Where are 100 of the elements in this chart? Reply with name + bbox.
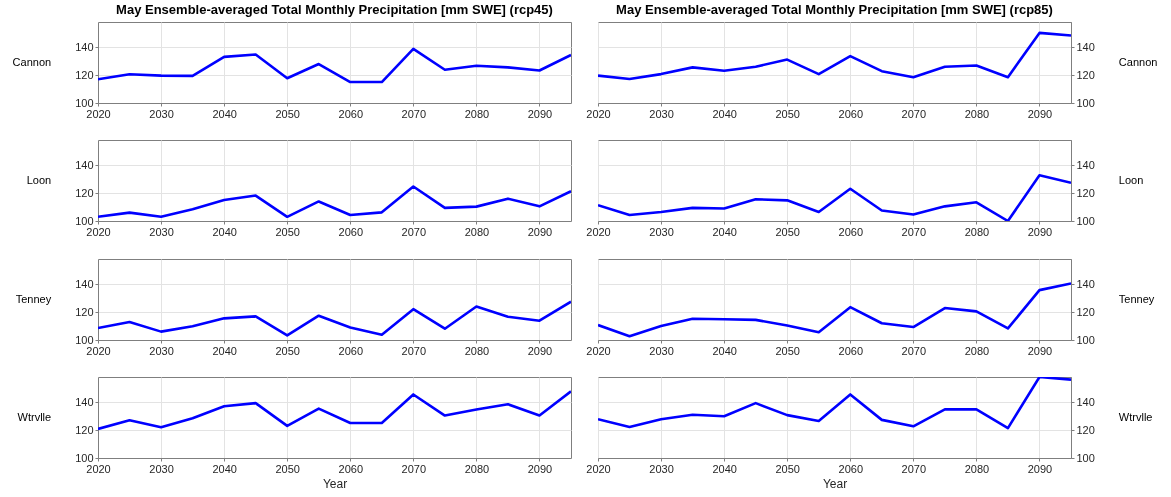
x-tick-label: 2070 <box>901 107 927 120</box>
y-axis-title: Cannon <box>12 56 52 68</box>
x-tick-label: 2030 <box>149 225 174 238</box>
x-tick-label: 2040 <box>212 225 237 238</box>
y-tick-label: 140 <box>75 40 94 53</box>
y2-tick-label: 100 <box>1076 333 1095 346</box>
line-series <box>98 389 571 431</box>
x-tick-label: 2040 <box>712 225 737 238</box>
y2-tick-label: 100 <box>1076 96 1095 109</box>
x-tick-label: 2050 <box>775 344 800 357</box>
x-tick-label: 2020 <box>86 225 111 238</box>
x-tick-label: 2030 <box>149 462 174 475</box>
x-tick-label: 2070 <box>901 225 927 238</box>
x-tick-label: 2020 <box>586 107 611 120</box>
x-tick-label: 2070 <box>401 107 427 120</box>
x-tick-label: 2020 <box>586 225 611 238</box>
x-tick-label: 2040 <box>212 462 237 475</box>
x-tick-label: 2030 <box>149 344 174 357</box>
x-tick-label: 2040 <box>712 344 737 357</box>
x-tick-label: 2030 <box>649 225 674 238</box>
x-tick-label: 2050 <box>775 107 800 120</box>
x-tick-label: 2080 <box>464 107 490 120</box>
y2-tick-label: 120 <box>1076 423 1095 436</box>
x-tick-label: 2090 <box>527 462 553 475</box>
line-series <box>98 185 571 219</box>
y-axis-title: Loon <box>26 174 52 187</box>
x-tick-label: 2020 <box>86 344 111 357</box>
x-tick-label: 2050 <box>775 225 800 238</box>
line-series <box>98 47 571 84</box>
y2-tick-label: 100 <box>1076 214 1095 227</box>
x-tick-label: 2090 <box>1027 344 1053 357</box>
x-tick-label: 2070 <box>401 225 427 238</box>
x-tick-label: 2060 <box>838 462 864 475</box>
y-tick-label: 100 <box>75 333 94 346</box>
x-tick-label: 2020 <box>586 462 611 475</box>
x-axis-title: Year <box>822 476 848 491</box>
y-tick-label: 140 <box>75 158 94 171</box>
x-tick-label: 2030 <box>649 107 674 120</box>
y-tick-label: 120 <box>75 305 94 318</box>
y-axis-title: Wtrvlle <box>17 410 52 423</box>
chart-title: May Ensemble-averaged Total Monthly Precipitation [mm SWE] (rcp85) <box>616 2 1053 17</box>
y2-tick-label: 140 <box>1076 395 1095 408</box>
x-axis-title: Year <box>322 476 348 491</box>
y2-tick-label: 120 <box>1076 305 1095 318</box>
x-tick-label: 2020 <box>86 462 111 475</box>
x-tick-label: 2040 <box>712 107 737 120</box>
x-tick-label: 2020 <box>586 344 611 357</box>
x-tick-label: 2080 <box>964 225 990 238</box>
y2-tick-label: 140 <box>1076 277 1095 290</box>
y-tick-label: 100 <box>75 214 94 227</box>
y2-tick-label: 100 <box>1076 451 1095 464</box>
x-tick-label: 2090 <box>527 225 553 238</box>
x-tick-label: 2060 <box>338 462 364 475</box>
y2-tick-label: 120 <box>1076 68 1095 81</box>
x-tick-label: 2020 <box>86 107 111 120</box>
x-tick-label: 2080 <box>464 225 490 238</box>
x-tick-label: 2060 <box>838 107 864 120</box>
x-tick-label: 2040 <box>712 462 737 475</box>
x-tick-label: 2050 <box>275 225 300 238</box>
x-tick-label: 2090 <box>1027 107 1053 120</box>
x-tick-label: 2080 <box>464 462 490 475</box>
x-tick-label: 2090 <box>527 107 553 120</box>
x-tick-label: 2080 <box>464 344 490 357</box>
x-tick-label: 2070 <box>401 462 427 475</box>
x-tick-label: 2050 <box>275 344 300 357</box>
y2-tick-label: 140 <box>1076 40 1095 53</box>
x-tick-label: 2030 <box>649 344 674 357</box>
x-tick-label: 2060 <box>338 107 364 120</box>
x-tick-label: 2080 <box>964 462 990 475</box>
y-tick-label: 140 <box>75 395 94 408</box>
x-tick-label: 2060 <box>838 225 864 238</box>
y2-axis-title: Wtrvlle <box>1118 410 1153 423</box>
x-tick-label: 2080 <box>964 107 990 120</box>
y2-tick-label: 120 <box>1076 186 1095 199</box>
x-tick-label: 2060 <box>338 344 364 357</box>
y-tick-label: 120 <box>75 68 94 81</box>
x-tick-label: 2050 <box>775 462 800 475</box>
line-series <box>598 31 1071 81</box>
line-series <box>98 300 571 337</box>
y2-axis-title: Cannon <box>1118 56 1158 68</box>
x-tick-label: 2060 <box>838 344 864 357</box>
x-tick-label: 2090 <box>1027 225 1053 238</box>
y-tick-label: 140 <box>75 277 94 290</box>
x-tick-label: 2070 <box>901 462 927 475</box>
y-tick-label: 120 <box>75 186 94 199</box>
y-tick-label: 120 <box>75 423 94 436</box>
x-tick-label: 2040 <box>212 344 237 357</box>
x-tick-label: 2070 <box>901 344 927 357</box>
x-tick-label: 2030 <box>149 107 174 120</box>
x-tick-label: 2060 <box>338 225 364 238</box>
y2-axis-title: Loon <box>1118 174 1144 187</box>
y2-tick-label: 140 <box>1076 158 1095 171</box>
y-axis-title: Tenney <box>15 292 52 305</box>
x-tick-label: 2050 <box>275 107 300 120</box>
x-tick-label: 2090 <box>527 344 553 357</box>
x-tick-label: 2070 <box>401 344 427 357</box>
x-tick-label: 2050 <box>275 462 300 475</box>
y-tick-label: 100 <box>75 451 94 464</box>
x-tick-label: 2090 <box>1027 462 1053 475</box>
x-tick-label: 2080 <box>964 344 990 357</box>
